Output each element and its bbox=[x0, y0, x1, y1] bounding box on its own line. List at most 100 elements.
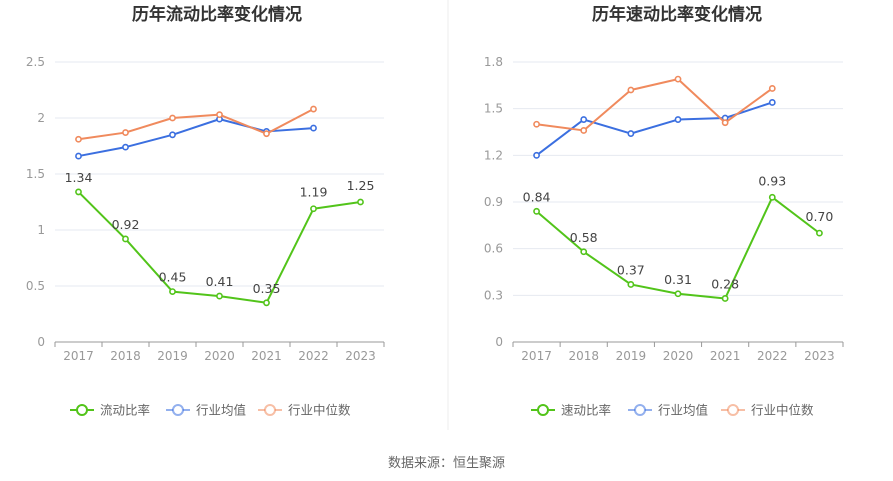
series-line bbox=[535, 101, 773, 157]
legend-marker bbox=[264, 404, 276, 416]
data-label: 0.93 bbox=[758, 173, 786, 188]
y-tick-label: 0 bbox=[37, 335, 45, 349]
legend-item[interactable]: 行业中位数 bbox=[258, 403, 351, 418]
legend-item[interactable]: 流动比率 bbox=[70, 403, 150, 418]
x-tick-label: 2020 bbox=[663, 349, 694, 363]
data-point bbox=[580, 127, 588, 134]
data-label: 0.58 bbox=[570, 230, 598, 245]
data-point bbox=[263, 299, 270, 307]
data-label: 0.84 bbox=[523, 189, 551, 204]
data-point bbox=[721, 119, 729, 127]
data-label: 0.70 bbox=[806, 209, 834, 224]
data-point bbox=[533, 151, 540, 159]
legend-item[interactable]: 行业均值 bbox=[628, 403, 708, 418]
chart-title: 历年流动比率变化情况 bbox=[132, 4, 302, 25]
data-point bbox=[263, 130, 270, 138]
data-label: 0.41 bbox=[206, 274, 234, 289]
y-tick-label: 0.5 bbox=[26, 279, 45, 293]
data-point bbox=[674, 116, 682, 123]
data-point bbox=[721, 295, 729, 302]
data-point bbox=[122, 129, 129, 136]
y-tick-label: 2.5 bbox=[26, 55, 45, 69]
data-point bbox=[310, 205, 317, 213]
legend-item[interactable]: 行业均值 bbox=[166, 403, 246, 418]
data-point bbox=[533, 207, 540, 215]
data-point bbox=[169, 288, 176, 295]
data-point bbox=[674, 290, 682, 298]
data-label: 0.28 bbox=[711, 276, 739, 291]
data-point bbox=[216, 292, 223, 300]
x-tick-label: 2020 bbox=[204, 349, 235, 363]
y-tick-label: 1.5 bbox=[484, 102, 503, 116]
x-tick-label: 2018 bbox=[568, 349, 599, 363]
legend-label: 速动比率 bbox=[561, 403, 611, 418]
series-line bbox=[78, 118, 314, 158]
y-tick-label: 0.9 bbox=[484, 195, 503, 209]
data-label: 0.31 bbox=[664, 272, 692, 287]
data-point bbox=[816, 229, 823, 237]
data-label: 1.34 bbox=[65, 170, 93, 185]
data-point bbox=[533, 120, 540, 128]
y-tick-label: 1.2 bbox=[484, 148, 503, 162]
data-point bbox=[357, 198, 364, 206]
x-tick-label: 2022 bbox=[298, 349, 329, 363]
data-point bbox=[75, 135, 82, 143]
data-label: 0.45 bbox=[159, 270, 187, 285]
y-tick-label: 0.3 bbox=[484, 288, 503, 302]
data-point bbox=[216, 111, 223, 119]
x-tick-label: 2018 bbox=[110, 349, 141, 363]
data-point bbox=[310, 105, 317, 113]
series-line bbox=[536, 78, 773, 132]
data-point bbox=[75, 188, 82, 196]
data-point bbox=[627, 86, 635, 94]
legend-label: 流动比率 bbox=[100, 403, 150, 418]
y-tick-label: 2 bbox=[37, 111, 45, 125]
x-tick-label: 2023 bbox=[804, 349, 835, 363]
data-point bbox=[768, 99, 776, 106]
y-tick-label: 1.8 bbox=[484, 55, 503, 69]
data-point bbox=[768, 85, 776, 92]
data-point bbox=[768, 193, 776, 201]
data-point bbox=[310, 124, 317, 132]
legend-marker bbox=[76, 404, 88, 416]
data-point bbox=[580, 248, 588, 256]
data-point bbox=[674, 75, 682, 83]
series-line bbox=[78, 108, 314, 141]
legend-label: 行业中位数 bbox=[751, 403, 814, 418]
data-label: 0.37 bbox=[617, 262, 645, 277]
x-tick-label: 2017 bbox=[63, 349, 94, 363]
chart-title: 历年速动比率变化情况 bbox=[592, 4, 762, 25]
legend-label: 行业均值 bbox=[196, 403, 246, 418]
data-point bbox=[627, 130, 635, 137]
data-point bbox=[122, 235, 129, 243]
data-point bbox=[75, 152, 82, 160]
y-tick-label: 1.5 bbox=[26, 167, 45, 181]
y-tick-label: 1 bbox=[37, 223, 45, 237]
chart-panel-1: 历年流动比率变化情况 0 0.5 1 1.5 2 2.5 2017 2018 2019 2020 20… bbox=[26, 4, 385, 418]
legend-label: 行业中位数 bbox=[288, 403, 351, 418]
chart-panel-2: 历年速动比率变化情况 0 0.3 0.6 0.9 1.2 1.5 1.8 2017 2018 201… bbox=[484, 4, 844, 418]
x-tick-label: 2021 bbox=[251, 349, 282, 363]
data-label: 1.19 bbox=[300, 185, 328, 200]
data-label: 1.25 bbox=[347, 178, 375, 193]
legend-item[interactable]: 行业中位数 bbox=[721, 403, 814, 418]
legend-label: 行业均值 bbox=[658, 403, 708, 418]
legend-item[interactable]: 速动比率 bbox=[531, 403, 611, 418]
data-label: 0.92 bbox=[112, 217, 140, 232]
data-point bbox=[627, 281, 635, 288]
y-tick-label: 0.6 bbox=[484, 242, 503, 256]
x-tick-label: 2021 bbox=[710, 349, 741, 363]
x-tick-label: 2017 bbox=[521, 349, 552, 363]
x-tick-label: 2019 bbox=[616, 349, 647, 363]
x-tick-label: 2019 bbox=[157, 349, 188, 363]
legend-marker bbox=[634, 404, 646, 416]
legend-marker bbox=[727, 404, 739, 416]
y-tick-label: 0 bbox=[495, 335, 503, 349]
legend-marker bbox=[172, 404, 184, 416]
data-label: 0.35 bbox=[253, 281, 281, 296]
x-tick-label: 2022 bbox=[757, 349, 788, 363]
data-point bbox=[122, 143, 129, 151]
source-text: 数据来源：恒生聚源 bbox=[387, 456, 505, 471]
legend-marker bbox=[537, 404, 549, 416]
